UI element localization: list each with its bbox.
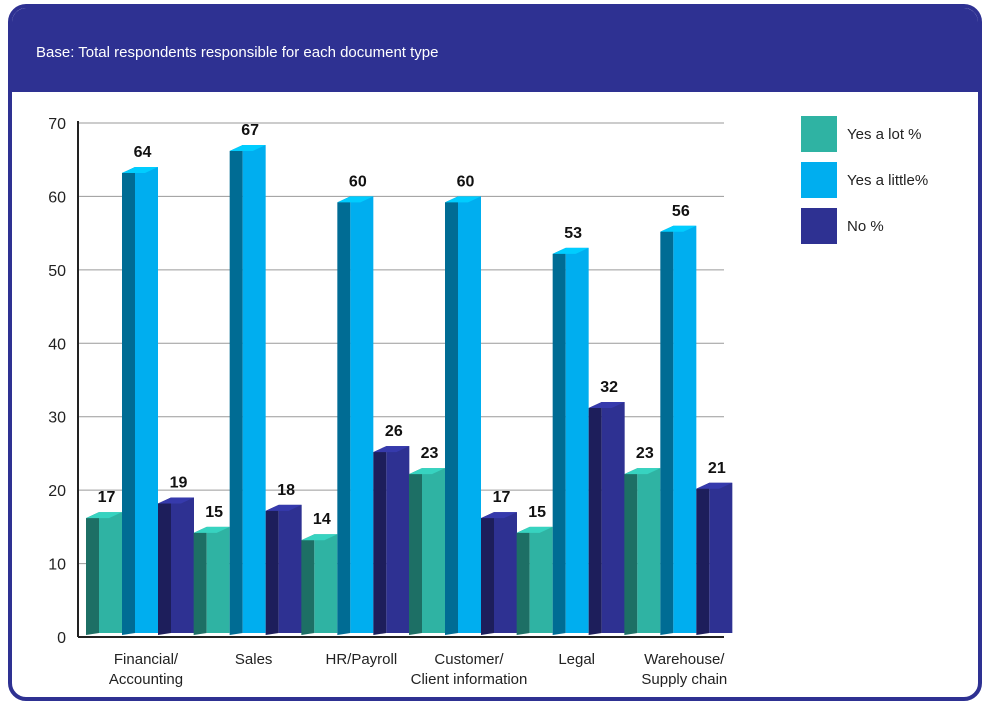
bar — [135, 167, 158, 634]
x-tick-label: Supply chain — [641, 671, 727, 688]
y-tick-label: 70 — [48, 116, 66, 133]
bar-side-face — [122, 167, 135, 636]
data-label: 17 — [98, 489, 116, 506]
data-label: 53 — [564, 225, 582, 242]
data-label: 60 — [457, 173, 475, 190]
x-tick-label: Legal — [558, 651, 595, 668]
bar-top-face — [86, 512, 122, 519]
data-label: 26 — [385, 423, 403, 440]
bar-top-face — [122, 167, 158, 174]
y-tick-label: 20 — [48, 483, 66, 500]
bar — [529, 526, 553, 633]
bar — [206, 526, 230, 633]
bar-side-face — [301, 534, 315, 635]
bar — [422, 468, 445, 633]
data-label: 64 — [134, 144, 152, 161]
data-label: 15 — [205, 504, 223, 521]
legend-swatch — [801, 162, 837, 198]
bar-top-face — [158, 497, 194, 504]
y-tick-label: 0 — [57, 630, 66, 647]
bar — [565, 247, 589, 634]
bar-side-face — [696, 482, 710, 635]
bar-side-face — [409, 468, 422, 635]
bar — [99, 512, 122, 633]
bar-side-face — [229, 145, 243, 635]
data-label: 14 — [313, 511, 331, 528]
bar — [709, 482, 733, 633]
bar-side-face — [373, 446, 387, 635]
data-label: 21 — [708, 460, 726, 477]
data-label: 32 — [600, 379, 618, 396]
x-tick-label: Warehouse/ — [644, 651, 725, 668]
bar — [278, 504, 302, 633]
data-label: 17 — [493, 489, 511, 506]
bar-top-face — [193, 526, 230, 533]
bar-side-face — [337, 196, 351, 635]
bar — [458, 196, 481, 633]
bar-top-face — [516, 526, 553, 533]
bar-top-face — [409, 468, 445, 475]
y-tick-label: 30 — [48, 410, 66, 427]
bar — [601, 402, 625, 633]
bar-side-face — [193, 526, 207, 635]
bar-top-face — [660, 225, 697, 232]
bar-top-face — [588, 402, 625, 409]
base-note: Base: Total respondents responsible for … — [36, 44, 439, 61]
bar-side-face — [516, 526, 530, 635]
bar — [637, 468, 661, 633]
bar-top-face — [552, 247, 589, 254]
y-tick-label: 50 — [48, 263, 66, 280]
data-label: 67 — [241, 122, 259, 139]
header-bar: Base: Total respondents responsible for … — [12, 8, 978, 92]
bar — [314, 534, 338, 633]
bar-top-face — [696, 482, 733, 489]
data-label: 60 — [349, 173, 367, 190]
legend-swatch — [801, 208, 837, 244]
bar-side-face — [445, 196, 458, 635]
bar-side-face — [660, 225, 674, 636]
bar — [242, 145, 266, 633]
bar-top-face — [301, 534, 338, 541]
bar-side-face — [481, 512, 494, 635]
x-tick-label: Accounting — [109, 671, 183, 688]
x-tick-label: Client information — [411, 671, 528, 688]
bar — [494, 512, 517, 633]
data-label: 23 — [421, 445, 439, 462]
bar-top-face — [373, 446, 410, 453]
bar-top-face — [481, 512, 517, 519]
bar-top-face — [265, 504, 302, 511]
data-label: 18 — [277, 482, 295, 499]
legend-swatch — [801, 116, 837, 152]
data-label: 23 — [636, 445, 654, 462]
data-label: 19 — [170, 474, 188, 491]
bar-side-face — [624, 468, 638, 635]
data-label: 15 — [528, 504, 546, 521]
bar-side-face — [86, 512, 99, 635]
legend-label: No % — [847, 218, 884, 235]
bar-top-face — [229, 145, 266, 152]
bar-side-face — [265, 504, 279, 635]
bar-side-face — [552, 247, 566, 636]
x-tick-label: Customer/ — [434, 651, 504, 668]
bar — [171, 497, 194, 633]
y-tick-label: 60 — [48, 189, 66, 206]
bar — [673, 225, 697, 634]
bar-top-face — [445, 196, 481, 203]
x-tick-label: Sales — [235, 651, 273, 668]
y-tick-label: 40 — [48, 336, 66, 353]
bar-top-face — [337, 196, 374, 203]
bar-top-face — [624, 468, 661, 475]
legend-label: Yes a little% — [847, 172, 928, 189]
x-tick-label: HR/Payroll — [325, 651, 397, 668]
legend-label: Yes a lot % — [847, 126, 922, 143]
bar — [350, 196, 374, 633]
data-label: 56 — [672, 203, 690, 220]
y-tick-label: 10 — [48, 557, 66, 574]
x-tick-label: Financial/ — [114, 651, 179, 668]
bar-side-face — [158, 497, 171, 635]
bar — [386, 446, 410, 633]
bar-side-face — [588, 402, 602, 635]
